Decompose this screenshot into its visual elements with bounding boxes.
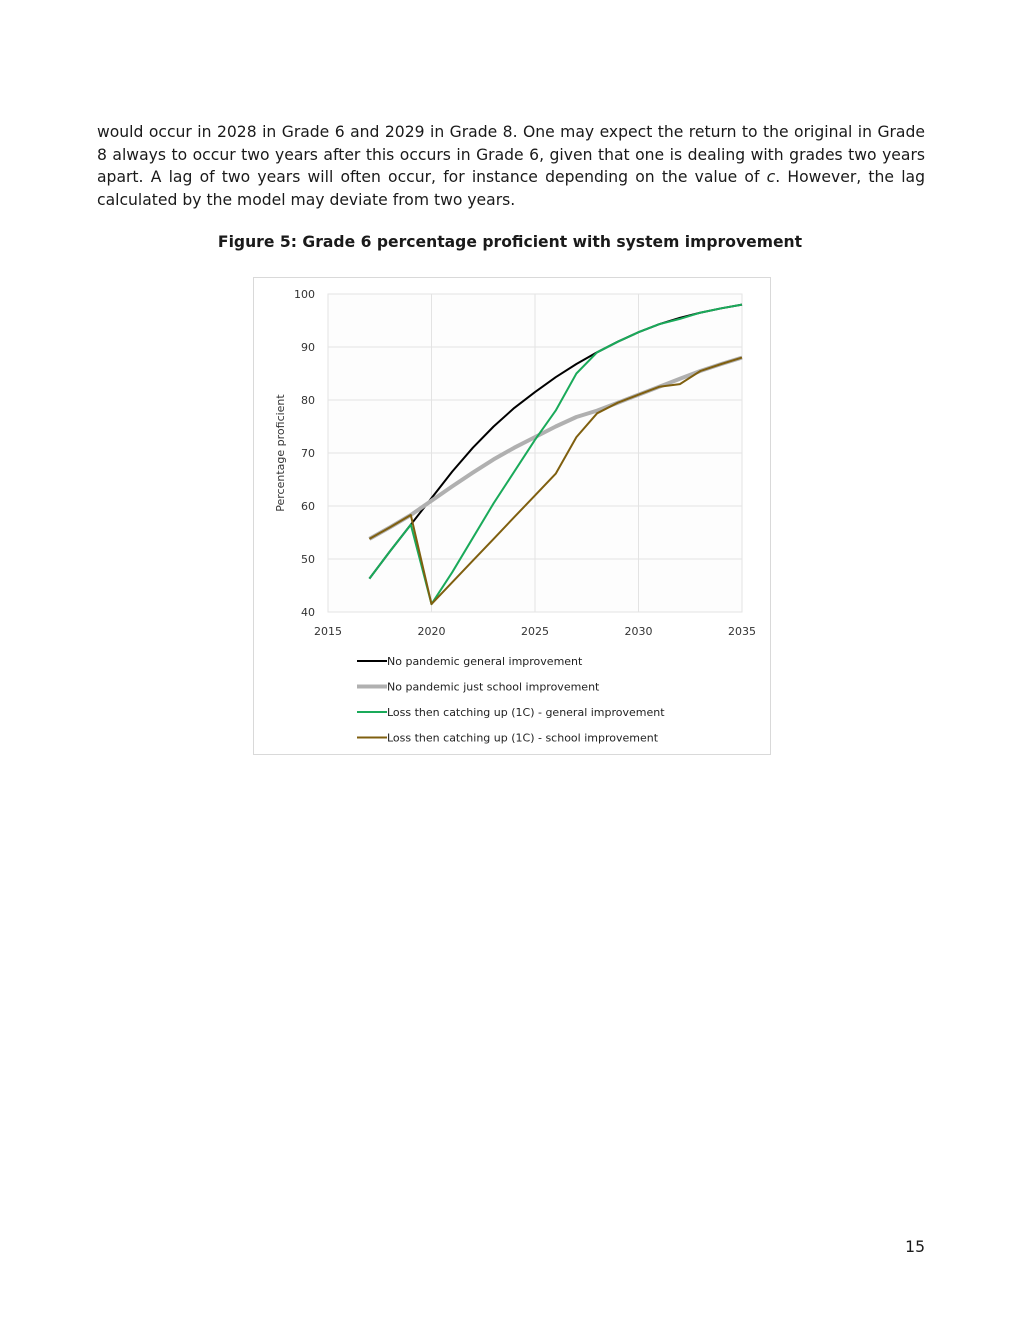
- x-tick-label: 2035: [728, 625, 756, 638]
- y-tick-label: 50: [301, 553, 315, 566]
- chart-frame: 40 50 60 70 80 90 100 2015 2020 2025 2030 2035 Perce…: [253, 277, 771, 755]
- x-tick-label: 2025: [521, 625, 549, 638]
- series-line-1: [368, 303, 743, 580]
- y-tick-label: 70: [301, 447, 315, 460]
- x-tick-label: 2020: [418, 625, 446, 638]
- page-number: 15: [905, 1238, 925, 1256]
- legend-label: No pandemic just school improvement: [387, 681, 600, 694]
- y-tick-label: 80: [301, 394, 315, 407]
- y-tick-label: 60: [301, 500, 315, 513]
- series-line-2: [368, 355, 743, 541]
- legend-label: Loss then catching up (1C) - general imp…: [387, 706, 665, 719]
- legend-label: Loss then catching up (1C) - school impr…: [387, 732, 659, 745]
- body-paragraph: would occur in 2028 in Grade 6 and 2029 …: [97, 121, 925, 211]
- series-line-4: [368, 356, 743, 606]
- paragraph-text: would occur in 2028 in Grade 6 and 2029 …: [97, 123, 925, 187]
- y-tick-label: 100: [294, 288, 315, 301]
- paragraph-text: . However, the lag calculated by the mod…: [97, 168, 925, 209]
- y-tick-label: 90: [301, 341, 315, 354]
- x-tick-label: 2030: [625, 625, 653, 638]
- y-axis-label: Percentage proficient: [274, 394, 287, 512]
- y-tick-label: 40: [301, 606, 315, 619]
- legend-label: No pandemic general improvement: [387, 655, 583, 668]
- italic-variable: c: [766, 168, 776, 187]
- line-chart: 40 50 60 70 80 90 100 2015 2020 2025 2030 2035 Perce…: [274, 288, 756, 745]
- x-tick-label: 2015: [314, 625, 342, 638]
- figure-caption: Figure 5: Grade 6 percentage proficient …: [217, 233, 803, 251]
